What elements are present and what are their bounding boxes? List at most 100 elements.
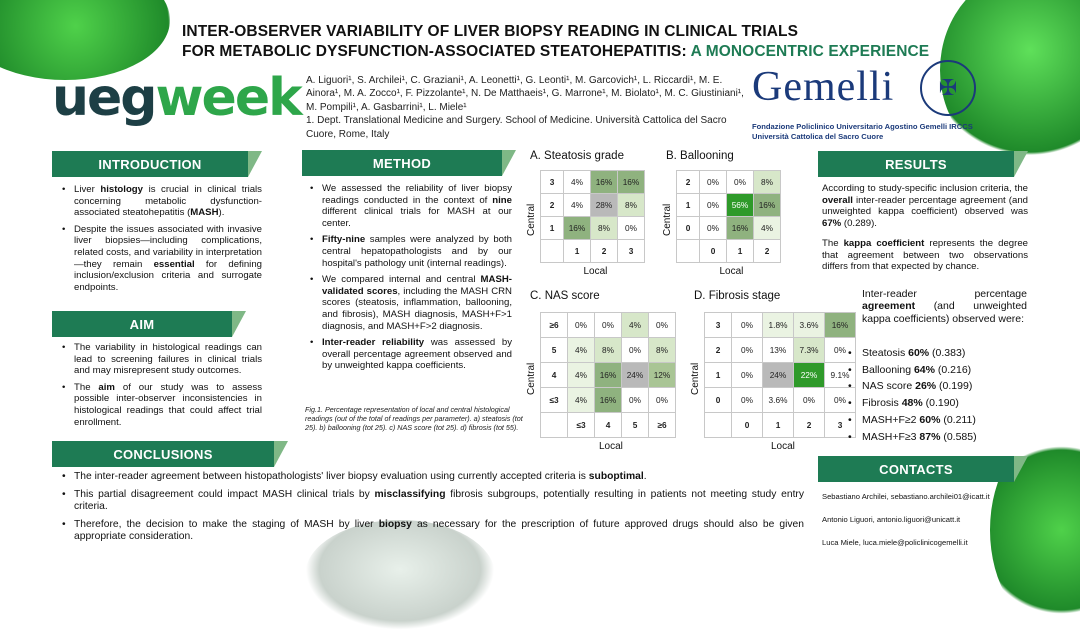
section-header-aim: AIM [52, 311, 246, 337]
heatmap-cell: 0% [699, 193, 727, 217]
heatmap-row-label: 3 [704, 312, 732, 338]
conclusion-text: This partial disagreement could impact M… [74, 488, 375, 500]
figure-caption: Fig.1. Percentage representation of loca… [305, 405, 523, 432]
heatmap-title: D. Fibrosis stage [694, 290, 781, 302]
heatmap-cell: 0% [621, 337, 649, 363]
axis-label-local: Local [583, 266, 608, 277]
results-item-kappa: (0.383) [929, 347, 966, 359]
heatmap-cell: 22% [793, 362, 825, 388]
ueg-week-logo: uegweek [52, 68, 303, 128]
heatmap-row-label: 4 [540, 362, 568, 388]
heatmap-cell: 16% [594, 387, 622, 413]
results-item: Fibrosis 48% (0.190) [862, 395, 977, 412]
heatmap-cell: 16% [726, 216, 754, 240]
conclusion-bold: suboptimal [588, 471, 644, 482]
heatmap-cell: 0% [567, 312, 595, 338]
heatmap-cell: 4% [621, 312, 649, 338]
heatmap-cell: 0% [699, 216, 727, 240]
authors-block: A. Liguori¹, S. Archilei¹, C. Graziani¹,… [306, 74, 746, 141]
method-text: We assessed the reliability of liver bio… [322, 183, 512, 206]
aim-text: of our study was to assess possible inte… [74, 381, 262, 428]
axis-label-local: Local [771, 441, 795, 452]
method-item: Fifty-nine samples were analyzed by both… [310, 234, 512, 269]
section-header-method: METHOD [302, 150, 516, 176]
axis-label-central: Central [526, 362, 537, 395]
heatmap-cell: 8% [590, 216, 618, 240]
heatmap-cell: 3.6% [762, 387, 794, 413]
introduction-text: Liver [74, 184, 101, 195]
heatmap-cell: 0% [617, 216, 645, 240]
method-item: Inter-reader reliability was assessed by… [310, 337, 512, 372]
heatmap-col-label: ≤3 [567, 412, 595, 438]
heatmap-col-label: 2 [590, 239, 618, 263]
contact-entry: Sebastiano Archilei, sebastiano.archilei… [822, 492, 990, 501]
heatmap-cell: 8% [648, 337, 676, 363]
axis-label-central: Central [662, 203, 673, 236]
heatmap-cell: 0% [621, 387, 649, 413]
method-item: We assessed the reliability of liver bio… [310, 183, 512, 229]
results-item-kappa: (0.190) [922, 397, 959, 410]
heatmap-col-label: 1 [726, 239, 754, 263]
results-item: Ballooning 64% (0.216) [862, 362, 977, 379]
method-body: We assessed the reliability of liver bio… [300, 183, 512, 377]
method-text: , including the MASH CRN scores (steatos… [322, 285, 512, 332]
heatmap-cell: 0% [731, 337, 763, 363]
affiliation: 1. Dept. Translational Medicine and Surg… [306, 115, 727, 140]
introduction-item: Despite the issues associated with invas… [62, 224, 262, 294]
heatmap-col-label: 2 [753, 239, 781, 263]
conclusion-text: fibrosis subgroups, potentially resultin… [74, 488, 805, 513]
method-text: was assessed by overall percentage agree… [322, 337, 512, 372]
aim-bold: aim [98, 381, 115, 393]
heatmap-corner [676, 239, 700, 263]
section-title-method: METHOD [372, 155, 432, 171]
title-line-2a: FOR METABOLIC DYSFUNCTION-ASSOCIATED STE… [182, 43, 687, 60]
results-p3-b: agreement [862, 300, 916, 313]
conclusions-body: The inter-reader agreement between histo… [52, 471, 804, 549]
conclusion-item: The inter-reader agreement between histo… [62, 471, 804, 484]
results-item: MASH+F≥2 60% (0.211) [862, 412, 977, 429]
axis-label-local: Local [719, 266, 744, 277]
heatmap-cell: 4% [567, 362, 595, 388]
heatmap-grid: ≥6 0% 0% 4% 0% 5 4% 8% 0% 8% 4 4% 16% 24% 12% ≤3 4% 16% 0%… [540, 312, 676, 438]
conclusion-bold: misclassifying [374, 488, 446, 500]
fondazione-line-2: Università Cattolica del Sacro Cuore [752, 132, 884, 141]
heatmap-cell: 0% [731, 362, 763, 388]
fondazione-label: Fondazione Policlinico Universitario Ago… [752, 122, 1002, 142]
heatmap-cell: 4% [563, 193, 591, 217]
contact-entry: Antonio Liguori, antonio.liguori@unicatt… [822, 515, 961, 524]
results-item-kappa: (0.585) [940, 430, 977, 443]
section-title-contacts: CONTACTS [879, 461, 953, 477]
heatmap-grid: 3 0% 1.8% 3.6% 16% 2 0% 13% 7.3% 0% 1 0% 24% 22% 9.1% 0… [704, 312, 856, 438]
results-item: Steatosis 60% (0.383) [862, 345, 977, 362]
heatmap-cell: 12% [648, 362, 676, 388]
heatmap-grid: 2 0% 0% 8% 1 0% 56% 16% 0 0% 16% 4% 0 1 2 [676, 170, 781, 263]
method-bold: Fifty-nine [322, 234, 366, 246]
heatmap-row-label: 1 [704, 362, 732, 388]
title-line-2b: A MONOCENTRIC EXPERIENCE [686, 43, 930, 60]
heatmap-col-label: 0 [731, 412, 763, 438]
heatmap-cell: 13% [762, 337, 794, 363]
axis-label-central: Central [690, 362, 701, 395]
conclusion-item: This partial disagreement could impact M… [62, 488, 805, 514]
heatmap-row-label: 2 [540, 193, 564, 217]
contact-entry: Luca Miele, luca.miele@policlinicogemell… [822, 538, 968, 547]
heatmap-row-label: 0 [704, 387, 732, 413]
introduction-body: Liver histology is crucial in clinical t… [52, 184, 262, 298]
section-title-results: RESULTS [885, 156, 947, 172]
method-item: We compared internal and central MASH-va… [310, 274, 512, 332]
results-item-kappa: (0.216) [934, 363, 972, 376]
heatmap-cell: 0% [731, 312, 763, 338]
method-bold: Inter-reader reliability [322, 337, 425, 349]
gemelli-logo: Gemelli [752, 64, 895, 110]
heatmap-corner [540, 239, 564, 263]
conclusion-text: Therefore, the decision to make the stag… [74, 518, 379, 530]
heatmap-grid: 3 4% 16% 16% 2 4% 28% 8% 1 16% 8% 0% 1 2 3 [540, 170, 645, 263]
heatmap-row-label: ≥6 [540, 312, 568, 338]
results-paragraph-2: The kappa coefficient represents the deg… [822, 238, 1028, 273]
heatmap-cell: 4% [567, 387, 595, 413]
heatmap-col-label: 1 [563, 239, 591, 263]
heatmap-col-label: 4 [594, 412, 622, 438]
heatmap-title: B. Ballooning [666, 150, 734, 162]
heatmap-row-label: 5 [540, 337, 568, 363]
heatmap-cell: 8% [753, 170, 781, 194]
